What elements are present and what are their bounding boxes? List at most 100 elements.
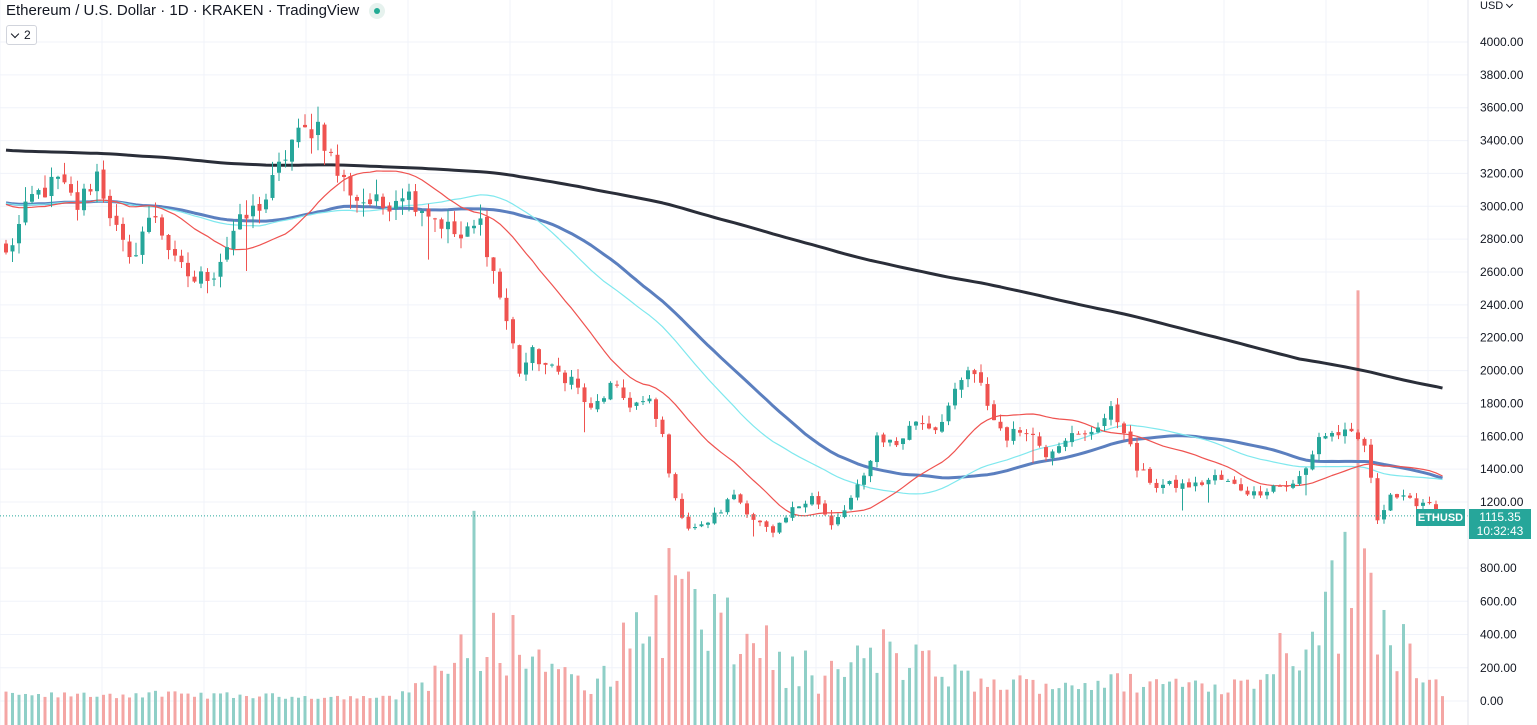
candle-body	[186, 262, 190, 277]
volume-bar	[1363, 548, 1366, 725]
price-axis[interactable]: 1200.00 1400.00 1600.00 1800.00 2000.00 2200.…	[1467, 0, 1524, 725]
candlesticks[interactable]	[4, 106, 1445, 538]
candle-body	[504, 297, 509, 322]
volume-bar	[193, 696, 196, 725]
candle-body	[1005, 427, 1009, 441]
volume-bar	[973, 691, 976, 725]
volume-bar	[388, 695, 391, 725]
indicator-count: 2	[24, 28, 31, 42]
candle-body	[283, 159, 288, 161]
candle-body	[1226, 480, 1230, 482]
volume-bar	[258, 696, 261, 725]
volume-bar	[570, 674, 573, 725]
volume-tick-label: 800.00	[1480, 561, 1517, 575]
volume-bar	[1252, 688, 1256, 725]
candle-body	[595, 400, 600, 410]
candle-body	[699, 524, 704, 527]
candle-body	[966, 370, 970, 380]
volume-bar	[342, 699, 346, 725]
volume-bar	[810, 675, 814, 725]
candle-body	[1317, 437, 1321, 455]
volume-bar	[186, 693, 190, 725]
volume-bar	[1122, 691, 1126, 725]
volume-bar	[882, 629, 885, 725]
currency-selector[interactable]: USD	[1480, 0, 1514, 12]
volume-bar	[349, 696, 352, 725]
price-tick-label: 1200.00	[1480, 495, 1524, 509]
moving-average-40	[5, 194, 1443, 495]
candle-body	[1310, 454, 1315, 470]
volume-bar	[1343, 531, 1347, 725]
volume-bar	[1161, 684, 1165, 725]
candle-countdown: 10:32:43	[1476, 524, 1524, 538]
candle-body	[1122, 423, 1126, 434]
volume-bar	[251, 698, 255, 725]
candle-body	[1343, 429, 1347, 437]
volume-bar	[1441, 696, 1444, 725]
volume-bar	[1168, 681, 1171, 725]
volume-bar	[674, 575, 677, 725]
indicators-toggle[interactable]: 2	[6, 25, 37, 45]
candle-body	[316, 121, 320, 136]
volume-bar	[76, 693, 79, 725]
candle-body	[920, 422, 925, 425]
volume-bar	[1116, 673, 1119, 725]
price-tick-label: 1400.00	[1480, 462, 1524, 476]
volume-bar	[511, 615, 515, 725]
volume-bar	[95, 696, 99, 725]
candle-body	[907, 425, 912, 440]
volume-bar	[427, 690, 430, 725]
volume-bar	[908, 667, 911, 725]
candle-body	[855, 484, 860, 498]
candle-body	[95, 171, 99, 192]
candle-body	[225, 247, 229, 260]
candle-body	[43, 187, 47, 198]
volume-bar	[1434, 679, 1438, 725]
volume-bar	[849, 662, 853, 725]
candle-body	[725, 499, 730, 513]
candle-body	[1096, 427, 1100, 433]
volume-bar	[440, 670, 443, 725]
price-tick-label: 3000.00	[1480, 199, 1524, 213]
last-price-box: 1115.35 10:32:43	[1469, 509, 1531, 539]
candle-body	[706, 522, 710, 525]
volume-bar	[401, 691, 404, 725]
volume-bar	[485, 657, 489, 725]
symbol-price-label: ETHUSD	[1416, 509, 1465, 526]
volume-bar	[986, 686, 989, 725]
market-status-icon[interactable]	[369, 2, 386, 19]
volume-bars	[4, 290, 1444, 725]
volume-bar	[999, 689, 1002, 725]
volume-bar	[843, 676, 846, 725]
candle-body	[530, 347, 535, 364]
volume-bar	[1090, 689, 1093, 725]
volume-bar	[1096, 680, 1100, 725]
volume-bar	[1200, 683, 1204, 725]
candle-body	[959, 380, 964, 390]
candle-body	[257, 203, 262, 211]
candle-body	[1362, 438, 1367, 446]
candle-body	[946, 405, 951, 422]
candle-body	[75, 192, 80, 210]
volume-bar	[1213, 684, 1217, 725]
candle-body	[160, 217, 164, 236]
candle-body	[140, 231, 145, 255]
candle-body	[771, 526, 775, 533]
candle-body	[322, 124, 327, 151]
candle-body	[1167, 481, 1172, 485]
candle-body	[4, 243, 8, 253]
candle-body	[1193, 482, 1198, 487]
price-tick-label: 3400.00	[1480, 134, 1524, 148]
volume-bar	[323, 697, 326, 725]
volume-bar	[1018, 675, 1022, 725]
volume-bar	[303, 696, 307, 725]
volume-bar	[641, 643, 645, 725]
volume-bar	[726, 597, 729, 725]
volume-bar	[134, 693, 138, 725]
volume-bar	[232, 697, 235, 725]
volume-bar	[167, 691, 170, 725]
volume-bar	[966, 670, 970, 725]
candle-body	[1187, 482, 1191, 488]
candle-body	[1011, 428, 1016, 441]
